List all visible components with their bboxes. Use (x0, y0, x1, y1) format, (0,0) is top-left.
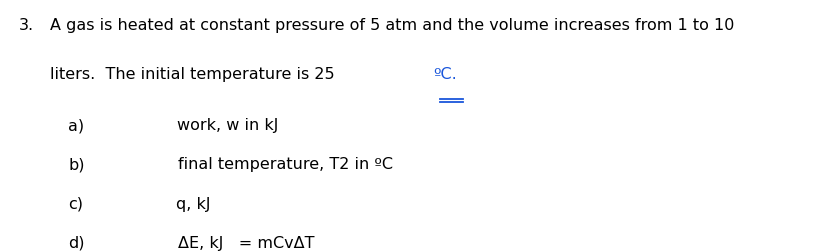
Text: liters.  The initial temperature is 25: liters. The initial temperature is 25 (50, 67, 339, 82)
Text: A gas is heated at constant pressure of 5 atm and the volume increases from 1 to: A gas is heated at constant pressure of … (50, 18, 735, 33)
Text: ºC.: ºC. (433, 67, 456, 82)
Text: c): c) (68, 197, 83, 212)
Text: a): a) (68, 118, 84, 134)
Text: ΔE, kJ   = mCvΔT: ΔE, kJ = mCvΔT (178, 236, 314, 251)
Text: d): d) (68, 236, 85, 251)
Text: q, kJ: q, kJ (176, 197, 211, 212)
Text: 3.: 3. (18, 18, 33, 33)
Text: b): b) (68, 158, 85, 173)
Text: work, w in kJ: work, w in kJ (178, 118, 279, 134)
Text: final temperature, T2 in ºC: final temperature, T2 in ºC (178, 158, 393, 173)
